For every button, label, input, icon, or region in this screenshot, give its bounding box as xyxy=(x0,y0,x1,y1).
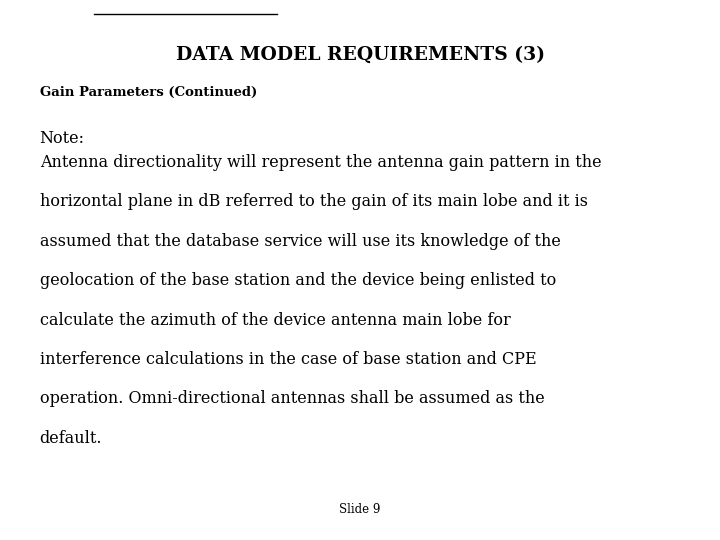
Text: Note:: Note: xyxy=(40,130,85,146)
Text: Antenna directionality will represent the antenna gain pattern in the: Antenna directionality will represent th… xyxy=(40,154,601,171)
Text: geolocation of the base station and the device being enlisted to: geolocation of the base station and the … xyxy=(40,272,556,289)
Text: calculate the azimuth of the device antenna main lobe for: calculate the azimuth of the device ante… xyxy=(40,312,510,328)
Text: interference calculations in the case of base station and CPE: interference calculations in the case of… xyxy=(40,351,536,368)
Text: default.: default. xyxy=(40,430,102,447)
Text: Gain Parameters (Continued): Gain Parameters (Continued) xyxy=(40,86,257,99)
Text: operation. Omni-directional antennas shall be assumed as the: operation. Omni-directional antennas sha… xyxy=(40,390,544,407)
Text: Slide 9: Slide 9 xyxy=(339,503,381,516)
Text: assumed that the database service will use its knowledge of the: assumed that the database service will u… xyxy=(40,233,560,249)
Text: DATA MODEL REQUIREMENTS (3): DATA MODEL REQUIREMENTS (3) xyxy=(176,46,544,64)
Text: horizontal plane in dB referred to the gain of its main lobe and it is: horizontal plane in dB referred to the g… xyxy=(40,193,588,210)
